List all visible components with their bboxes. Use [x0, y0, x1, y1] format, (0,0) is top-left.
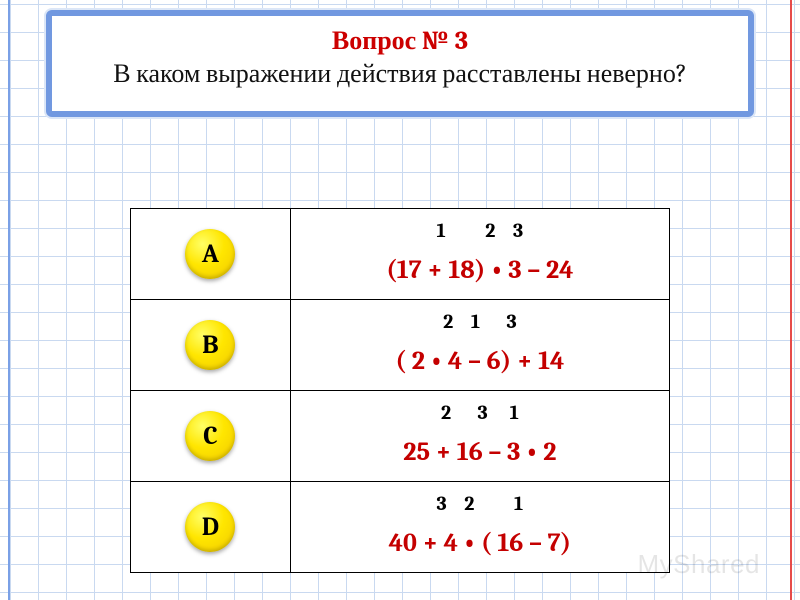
expression-text: 40 + 4 • ( 16 – 7): [291, 528, 669, 558]
option-a-button[interactable]: A: [185, 229, 235, 279]
answers-table: A 1 2 3 (17 + 18) • 3 – 24 B 2 1 3 ( 2 •…: [130, 208, 670, 573]
right-margin-line: [790, 0, 792, 600]
option-label: C: [203, 421, 217, 451]
expression-cell: 3 2 1 40 + 4 • ( 16 – 7): [291, 482, 669, 572]
expression-text: ( 2 • 4 – 6) + 14: [291, 346, 669, 376]
question-text: В каком выражении действия расставлены н…: [62, 58, 738, 91]
left-margin-line: [8, 0, 10, 600]
option-label: D: [202, 512, 219, 542]
table-row: C 2 3 1 25 + 16 – 3 • 2: [131, 391, 670, 482]
watermark-text: MyShared: [638, 549, 761, 580]
question-panel: Вопрос № 3 В каком выражении действия ра…: [46, 10, 754, 117]
order-numbers: 3 2 1: [291, 492, 669, 515]
table-row: D 3 2 1 40 + 4 • ( 16 – 7): [131, 482, 670, 573]
expression-cell: 2 1 3 ( 2 • 4 – 6) + 14: [291, 300, 669, 390]
option-b-button[interactable]: B: [185, 320, 235, 370]
order-numbers: 1 2 3: [291, 219, 669, 242]
question-title: Вопрос № 3: [62, 26, 738, 56]
order-numbers: 2 3 1: [291, 401, 669, 424]
table-row: B 2 1 3 ( 2 • 4 – 6) + 14: [131, 300, 670, 391]
table-row: A 1 2 3 (17 + 18) • 3 – 24: [131, 209, 670, 300]
expression-cell: 1 2 3 (17 + 18) • 3 – 24: [291, 209, 669, 299]
option-label: A: [202, 239, 219, 269]
option-c-button[interactable]: C: [185, 411, 235, 461]
expression-text: (17 + 18) • 3 – 24: [291, 255, 669, 285]
expression-cell: 2 3 1 25 + 16 – 3 • 2: [291, 391, 669, 481]
expression-text: 25 + 16 – 3 • 2: [291, 437, 669, 467]
option-d-button[interactable]: D: [185, 502, 235, 552]
option-label: B: [202, 330, 218, 360]
order-numbers: 2 1 3: [291, 310, 669, 333]
